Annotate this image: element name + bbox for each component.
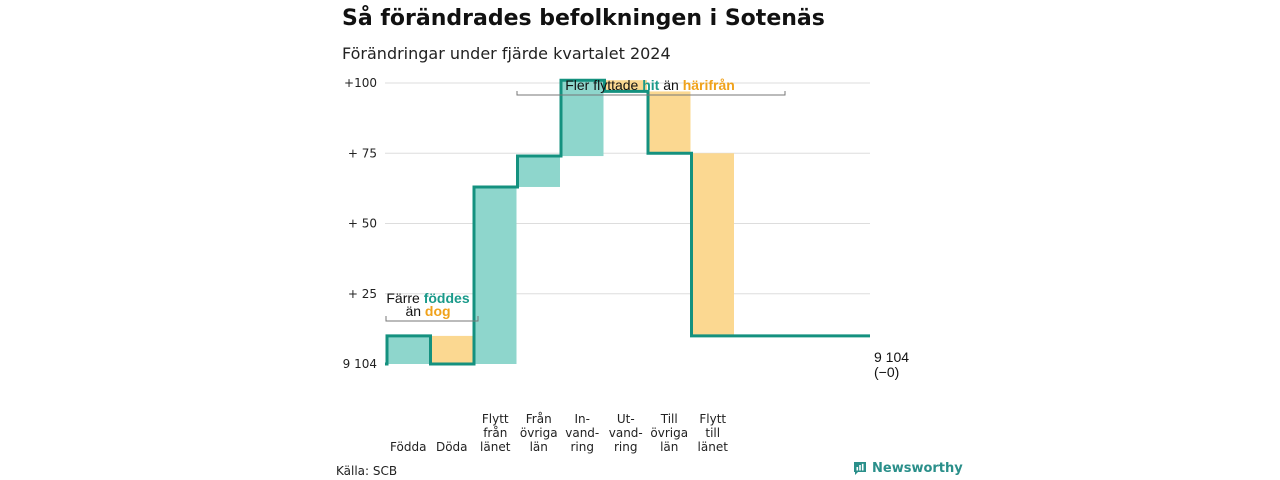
x-category-label: Flytt [482, 412, 509, 426]
x-category-label: Döda [436, 440, 468, 454]
migration-annotation: Fler flyttade hit än härifrån [565, 77, 735, 93]
births-annotation-line2: än dog [405, 303, 450, 319]
migration-bracket [516, 91, 786, 96]
x-category-label: län [530, 440, 548, 454]
bar-out [430, 335, 473, 364]
x-category-label: vand- [609, 426, 643, 440]
bar-in [387, 335, 430, 364]
annotation-emphasis-in: föddes [424, 290, 470, 306]
x-category-label: Ut- [617, 412, 635, 426]
x-category-label: ring [614, 440, 638, 454]
annotation-emphasis-in: hit [642, 77, 659, 93]
annotation-emphasis-out: dog [425, 303, 451, 319]
bar-out [648, 91, 691, 154]
bar-in [517, 156, 560, 187]
x-category-label: länet [480, 440, 511, 454]
source-note: Källa: SCB [336, 464, 398, 478]
x-category-label: Från [526, 412, 552, 426]
x-category-label: Flytt [699, 412, 726, 426]
y-tick-label: + 50 [348, 217, 377, 231]
x-category-label: Till [660, 412, 678, 426]
x-category-label: Födda [390, 440, 426, 454]
annotation-text: än [659, 77, 682, 93]
births-annotation-line1: Färre föddes [386, 290, 469, 306]
x-category-label: övriga [650, 426, 688, 440]
y-tick-label: +100 [344, 76, 377, 90]
bar-out [604, 80, 647, 92]
newsworthy-icon [854, 462, 866, 475]
chart-subtitle: Förändringar under fjärde kvartalet 2024 [342, 44, 671, 63]
x-category-label: länet [698, 440, 729, 454]
x-category-label: från [483, 426, 507, 440]
bar-in [561, 80, 604, 157]
brand-name: Newsworthy [872, 461, 963, 476]
x-category-label: till [705, 426, 720, 440]
x-category-label: län [660, 440, 678, 454]
bar-out [691, 153, 734, 336]
y-tick-label: 9 104 [343, 357, 377, 371]
y-tick-label: + 25 [348, 287, 377, 301]
x-category-label: vand- [565, 426, 599, 440]
bar-in [474, 186, 517, 364]
annotation-emphasis-out: härifrån [683, 77, 735, 93]
x-category-label: In- [575, 412, 590, 426]
brand-logo: Newsworthy [853, 461, 963, 476]
end-change-label: (−0) [874, 364, 899, 380]
x-category-label: övriga [520, 426, 558, 440]
births-bracket [385, 316, 479, 322]
annotation-text: än [405, 303, 424, 319]
x-category-label: ring [571, 440, 595, 454]
chart-title: Så förändrades befolkningen i Sotenäs [342, 6, 825, 31]
end-value-label: 9 104 [874, 349, 909, 365]
annotation-text: Fler flyttade [565, 77, 642, 93]
y-tick-label: + 75 [348, 146, 377, 160]
step-line [385, 78, 870, 366]
annotation-text: Färre [386, 290, 423, 306]
